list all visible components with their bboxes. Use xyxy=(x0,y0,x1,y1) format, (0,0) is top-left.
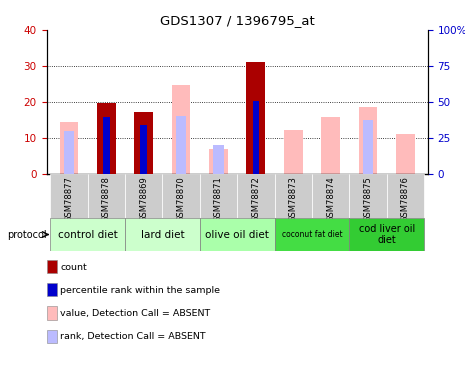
FancyBboxPatch shape xyxy=(200,174,237,218)
Text: GSM78872: GSM78872 xyxy=(252,176,260,222)
FancyBboxPatch shape xyxy=(125,218,200,251)
Bar xyxy=(246,62,265,174)
Text: coconut fat diet: coconut fat diet xyxy=(282,230,342,239)
Text: value, Detection Call = ABSENT: value, Detection Call = ABSENT xyxy=(60,309,211,318)
FancyBboxPatch shape xyxy=(125,174,162,218)
FancyBboxPatch shape xyxy=(87,174,125,218)
FancyBboxPatch shape xyxy=(312,174,349,218)
Text: GSM78869: GSM78869 xyxy=(139,176,148,222)
Text: GSM78870: GSM78870 xyxy=(177,176,186,222)
Bar xyxy=(140,126,147,174)
FancyBboxPatch shape xyxy=(50,218,125,251)
Text: cod liver oil
diet: cod liver oil diet xyxy=(359,224,415,245)
Bar xyxy=(359,107,377,174)
Bar xyxy=(396,135,415,174)
Bar xyxy=(134,112,153,174)
Bar xyxy=(284,130,303,174)
Bar xyxy=(363,120,373,174)
Bar xyxy=(252,101,259,174)
FancyBboxPatch shape xyxy=(200,218,274,251)
Bar xyxy=(103,117,110,174)
Bar xyxy=(176,117,186,174)
Text: GSM78878: GSM78878 xyxy=(102,176,111,222)
FancyBboxPatch shape xyxy=(237,174,274,218)
FancyBboxPatch shape xyxy=(274,218,349,251)
FancyBboxPatch shape xyxy=(387,174,424,218)
FancyBboxPatch shape xyxy=(349,174,387,218)
Text: control diet: control diet xyxy=(58,230,118,240)
FancyBboxPatch shape xyxy=(349,218,424,251)
Bar xyxy=(213,145,224,174)
Bar xyxy=(209,149,228,174)
Text: olive oil diet: olive oil diet xyxy=(205,230,269,240)
FancyBboxPatch shape xyxy=(274,174,312,218)
Text: GSM78877: GSM78877 xyxy=(65,176,73,222)
Bar xyxy=(321,117,340,174)
Text: GSM78876: GSM78876 xyxy=(401,176,410,222)
Text: lard diet: lard diet xyxy=(140,230,184,240)
FancyBboxPatch shape xyxy=(162,174,200,218)
Bar xyxy=(97,103,116,174)
Bar xyxy=(64,131,74,174)
Text: GSM78875: GSM78875 xyxy=(364,176,372,222)
Bar xyxy=(60,122,78,174)
Text: percentile rank within the sample: percentile rank within the sample xyxy=(60,286,220,295)
Text: count: count xyxy=(60,262,87,272)
Text: GSM78871: GSM78871 xyxy=(214,176,223,222)
Bar xyxy=(172,85,191,174)
Text: protocol: protocol xyxy=(7,230,47,240)
Title: GDS1307 / 1396795_at: GDS1307 / 1396795_at xyxy=(160,15,314,27)
Text: GSM78873: GSM78873 xyxy=(289,176,298,222)
FancyBboxPatch shape xyxy=(50,174,87,218)
Text: GSM78874: GSM78874 xyxy=(326,176,335,222)
Text: rank, Detection Call = ABSENT: rank, Detection Call = ABSENT xyxy=(60,332,206,341)
